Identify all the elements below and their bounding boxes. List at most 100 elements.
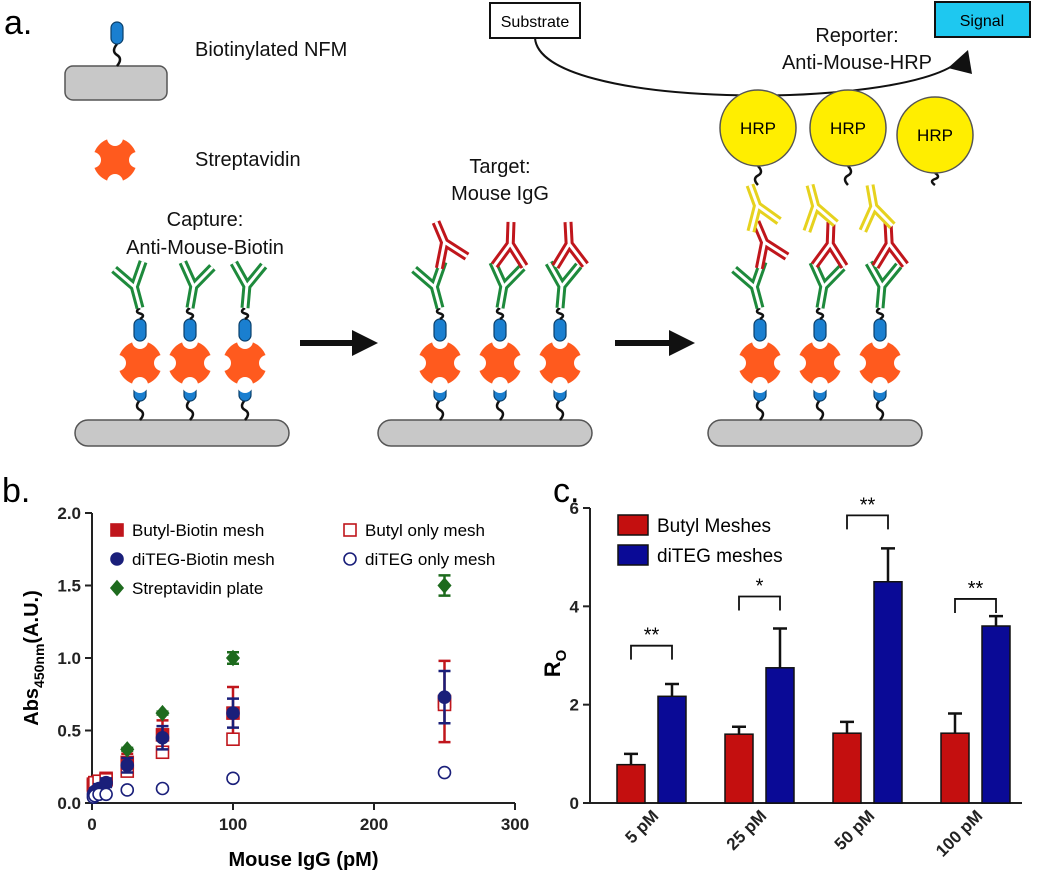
antibody-inner <box>813 221 846 268</box>
marker <box>155 781 170 796</box>
streptavidin <box>85 130 145 190</box>
antibody-inner <box>748 184 781 232</box>
marker <box>99 775 113 790</box>
antibody <box>178 260 216 309</box>
antibody <box>488 260 526 309</box>
x-tick-label: 50 pM <box>831 806 879 854</box>
y-label-main: Abs <box>21 688 43 726</box>
legend-label: diTEG only mesh <box>365 550 495 569</box>
streptavidin-pocket <box>110 355 126 371</box>
biotin <box>873 318 887 342</box>
streptavidin <box>790 333 850 393</box>
linker <box>435 306 445 321</box>
linker <box>875 399 885 421</box>
linker <box>135 399 145 421</box>
biotin <box>753 318 767 342</box>
antibody-inner <box>493 221 526 268</box>
marker <box>120 783 135 797</box>
streptavidin-pocket <box>432 377 448 393</box>
linker <box>555 306 565 321</box>
streptavidin-pocket <box>894 355 910 371</box>
streptavidin-body <box>168 341 212 385</box>
significance-bracket <box>738 595 781 611</box>
linker <box>755 306 765 321</box>
streptavidin <box>730 333 790 393</box>
hrp-label: HRP <box>740 119 776 138</box>
mesh-fiber <box>707 419 923 447</box>
streptavidin-pocket <box>132 377 148 393</box>
marker <box>99 787 113 802</box>
x-tick-label: 300 <box>501 815 529 834</box>
antibody-inner <box>181 261 214 309</box>
significance-bracket <box>954 598 997 613</box>
streptavidin-pocket <box>514 355 530 371</box>
y-label-suffix: (A.U.) <box>21 590 43 643</box>
streptavidin-pocket <box>850 355 866 371</box>
legend-swatch <box>617 544 649 566</box>
y-tick-label: 2 <box>570 696 579 715</box>
biotin <box>110 21 124 45</box>
bar <box>832 732 862 804</box>
antibody <box>411 260 448 310</box>
streptavidin-pocket <box>730 355 746 371</box>
antibody-inner <box>754 221 788 269</box>
bar <box>657 695 687 804</box>
antibody-inner <box>861 184 894 232</box>
linker <box>753 165 763 186</box>
streptavidin-pocket <box>410 355 426 371</box>
biotin <box>133 318 147 342</box>
linker <box>555 399 565 421</box>
streptavidin-body <box>478 341 522 385</box>
streptavidin-pocket <box>552 377 568 393</box>
streptavidin-body <box>93 138 137 182</box>
mesh-fiber <box>64 65 168 101</box>
y-tick-label: 0.0 <box>57 794 81 813</box>
marker <box>155 730 170 745</box>
marker <box>155 704 170 722</box>
bar <box>940 732 970 804</box>
linker <box>240 306 250 321</box>
y-tick-label: 1.0 <box>57 649 81 668</box>
hrp-label: HRP <box>830 119 866 138</box>
linker <box>435 399 445 421</box>
x-tick-label: 100 <box>219 815 247 834</box>
streptavidin <box>410 333 470 393</box>
antibody <box>745 183 782 233</box>
diagram: HRP HRP HRP <box>64 21 974 447</box>
legend-label: Streptavidin plate <box>132 579 263 598</box>
hrp <box>719 89 797 167</box>
error-bar <box>732 725 746 735</box>
streptavidin-pocket <box>160 355 176 371</box>
streptavidin-pocket <box>790 355 806 371</box>
antibody <box>490 221 529 269</box>
legend-text: Streptavidin <box>195 149 301 171</box>
reaction-curve <box>534 37 959 97</box>
arrow <box>300 330 695 356</box>
streptavidin <box>215 333 275 393</box>
label: Mouse IgG <box>451 183 549 205</box>
biotin <box>813 318 827 342</box>
linker <box>875 306 885 321</box>
error-bar <box>989 614 1003 626</box>
biotin <box>433 318 447 342</box>
streptavidin-pocket <box>182 377 198 393</box>
linker <box>815 306 825 321</box>
y-tick-label: 0 <box>570 794 579 813</box>
label: Reporter: <box>815 25 898 47</box>
linker <box>185 306 195 321</box>
hrp <box>896 96 974 174</box>
biotin <box>238 318 252 342</box>
streptavidin-pocket <box>752 377 768 393</box>
antibody-inner <box>733 261 765 309</box>
y-axis-label: Abs450nm(A.U.) <box>21 590 47 725</box>
linker <box>495 306 505 321</box>
streptavidin-pocket <box>107 174 123 190</box>
streptavidin-pocket <box>470 355 486 371</box>
antibody-inner <box>811 261 844 309</box>
streptavidin-pocket <box>215 355 231 371</box>
streptavidin-pocket <box>454 355 470 371</box>
mesh-fiber <box>74 419 290 447</box>
marker <box>437 765 452 780</box>
marker <box>437 577 452 594</box>
linker <box>755 399 765 421</box>
